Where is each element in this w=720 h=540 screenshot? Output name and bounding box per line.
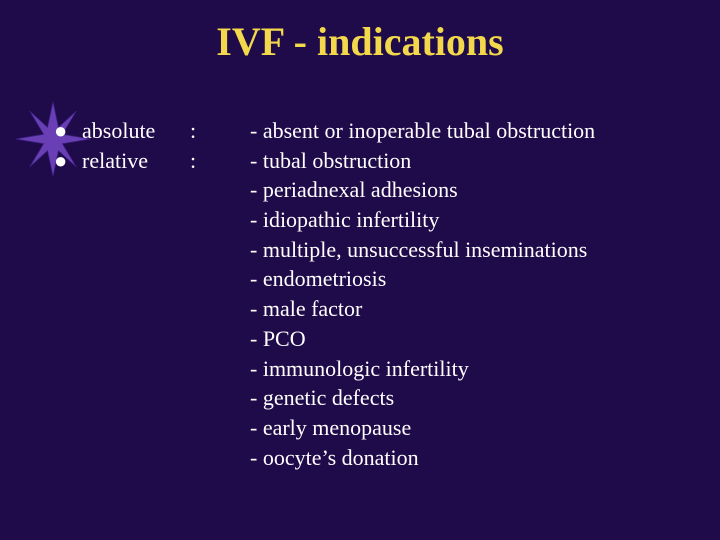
- row-relative: ● relative : - tubal obstruction - peria…: [48, 146, 688, 473]
- list-item: - oocyte’s donation: [250, 443, 688, 473]
- list-item: - immunologic infertility: [250, 354, 688, 384]
- row-items: - absent or inoperable tubal obstruction: [250, 116, 688, 146]
- list-item: - tubal obstruction: [250, 146, 688, 176]
- row-absolute: ● absolute : - absent or inoperable tuba…: [48, 116, 688, 146]
- row-colon: :: [190, 116, 250, 146]
- bullet-icon: ●: [48, 116, 82, 146]
- list-item: - genetic defects: [250, 383, 688, 413]
- list-item: - absent or inoperable tubal obstruction: [250, 116, 688, 146]
- list-item: - PCO: [250, 324, 688, 354]
- slide-title: IVF - indications: [0, 18, 720, 65]
- row-colon: :: [190, 146, 250, 176]
- list-item: - idiopathic infertility: [250, 205, 688, 235]
- list-item: - early menopause: [250, 413, 688, 443]
- list-item: - multiple, unsuccessful inseminations: [250, 235, 688, 265]
- row-items: - tubal obstruction - periadnexal adhesi…: [250, 146, 688, 473]
- list-item: - periadnexal adhesions: [250, 175, 688, 205]
- content-area: ● absolute : - absent or inoperable tuba…: [48, 116, 688, 472]
- bullet-icon: ●: [48, 146, 82, 176]
- slide: IVF - indications ● absolute : - absent …: [0, 0, 720, 540]
- row-label: relative: [82, 146, 190, 176]
- list-item: - endometriosis: [250, 264, 688, 294]
- list-item: - male factor: [250, 294, 688, 324]
- row-label: absolute: [82, 116, 190, 146]
